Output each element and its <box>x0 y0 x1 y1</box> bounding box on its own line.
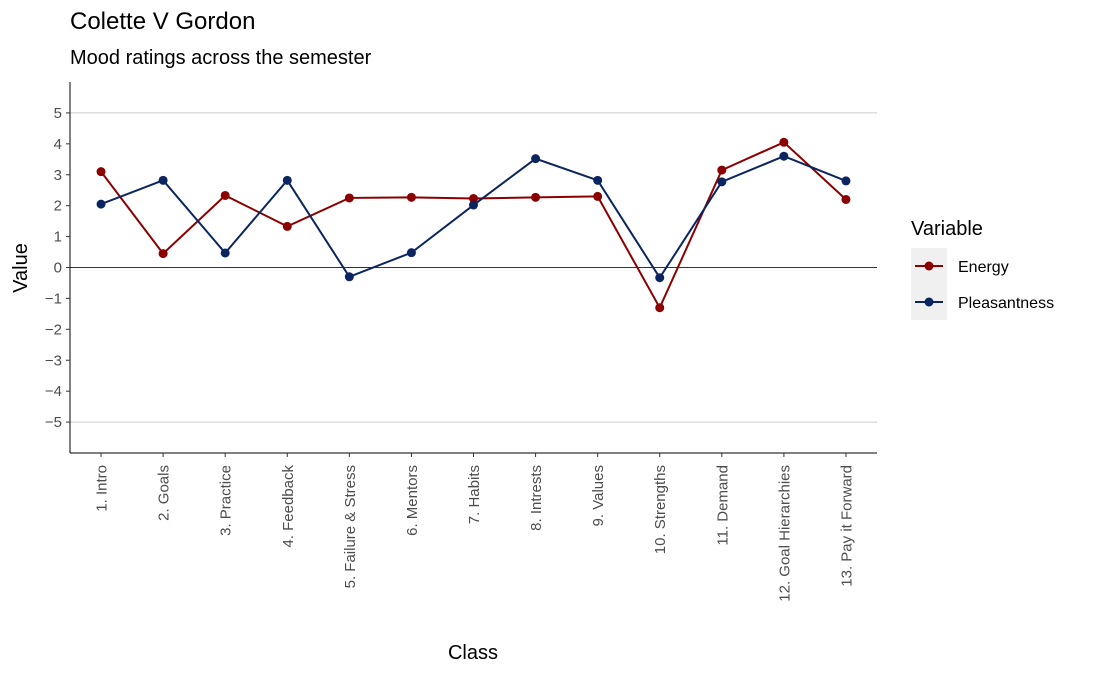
x-tick-label: 9. Values <box>590 465 607 526</box>
x-tick-label: 4. Feedback <box>280 465 297 548</box>
point-energy <box>282 221 292 231</box>
y-tick-label: 0 <box>54 260 62 277</box>
y-tick-label: −4 <box>45 383 62 400</box>
x-tick-label: 10. Strengths <box>652 465 669 554</box>
y-tick-label: −3 <box>45 352 62 369</box>
x-tick-label: 1. Intro <box>94 465 111 512</box>
legend-label-energy: Energy <box>958 259 1009 276</box>
legend-key-background <box>911 248 947 320</box>
point-pleasantness <box>96 199 106 209</box>
legend-title: Variable <box>911 218 983 240</box>
point-pleasantness <box>531 154 541 164</box>
x-tick-label: 7. Habits <box>466 465 483 524</box>
x-tick-label: 13. Pay it Forward <box>838 465 855 587</box>
legend-key-point-pleasantness <box>924 297 934 307</box>
y-tick-label: 2 <box>54 198 62 215</box>
point-pleasantness <box>344 272 354 282</box>
x-tick-label: 8. Intrests <box>528 465 545 531</box>
y-tick-label: 3 <box>54 167 62 184</box>
point-pleasantness <box>406 248 416 258</box>
point-energy <box>220 190 230 200</box>
x-tick-label: 5. Failure & Stress <box>342 465 359 588</box>
legend-label-pleasantness: Pleasantness <box>958 295 1054 312</box>
series-line-pleasantness <box>100 155 847 280</box>
y-axis-ticks: 5 4 3 2 1 0 −1 −2 −3 −4 −5 <box>45 105 70 431</box>
point-energy <box>344 193 354 203</box>
y-tick-label: 1 <box>54 229 62 246</box>
legend-key-point-energy <box>924 261 934 271</box>
point-pleasantness <box>158 175 168 185</box>
legend: Variable Energy Pleasantness <box>911 218 1054 320</box>
point-pleasantness <box>282 175 292 185</box>
point-pleasantness <box>655 273 665 283</box>
point-energy <box>841 194 851 204</box>
point-energy <box>406 192 416 202</box>
x-tick-label: 3. Practice <box>218 465 235 536</box>
x-tick-label: 6. Mentors <box>404 465 421 536</box>
y-tick-label: −1 <box>45 290 62 307</box>
point-energy <box>158 249 168 259</box>
x-axis-title: Class <box>448 642 498 664</box>
point-energy <box>655 303 665 313</box>
point-energy <box>469 194 478 204</box>
chart-subtitle: Mood ratings across the semester <box>70 47 372 69</box>
x-tick-label: 2. Goals <box>156 465 173 521</box>
point-energy <box>531 192 541 202</box>
point-energy <box>779 137 789 147</box>
y-tick-label: 5 <box>54 105 62 122</box>
point-pleasantness <box>593 175 603 185</box>
series-lines <box>100 141 847 310</box>
point-pleasantness <box>779 151 789 161</box>
point-pleasantness <box>469 200 478 210</box>
gridlines <box>70 112 877 423</box>
y-tick-label: −5 <box>45 414 62 431</box>
point-pleasantness <box>220 248 230 258</box>
y-tick-label: 4 <box>54 136 62 153</box>
x-tick-label: 11. Demand <box>714 465 731 546</box>
point-energy <box>717 165 727 175</box>
point-pleasantness <box>717 177 727 187</box>
plot-area: 5 4 3 2 1 0 −1 −2 −3 −4 −5 1. Intro 2. Goals 3. Prac… <box>45 82 877 602</box>
point-pleasantness <box>841 176 851 186</box>
chart-title: Colette V Gordon <box>70 8 255 35</box>
series-line-energy <box>100 141 847 310</box>
x-tick-label: 12. Goal Hierarchies <box>776 465 793 602</box>
y-tick-label: −2 <box>45 321 62 338</box>
point-energy <box>593 191 603 201</box>
x-axis-ticks: 1. Intro 2. Goals 3. Practice 4. Feedback 5.… <box>94 453 855 602</box>
y-axis-title: Value <box>10 243 32 293</box>
series-points <box>96 137 851 313</box>
legend-items: Energy Pleasantness <box>911 248 1054 320</box>
point-energy <box>96 167 106 177</box>
